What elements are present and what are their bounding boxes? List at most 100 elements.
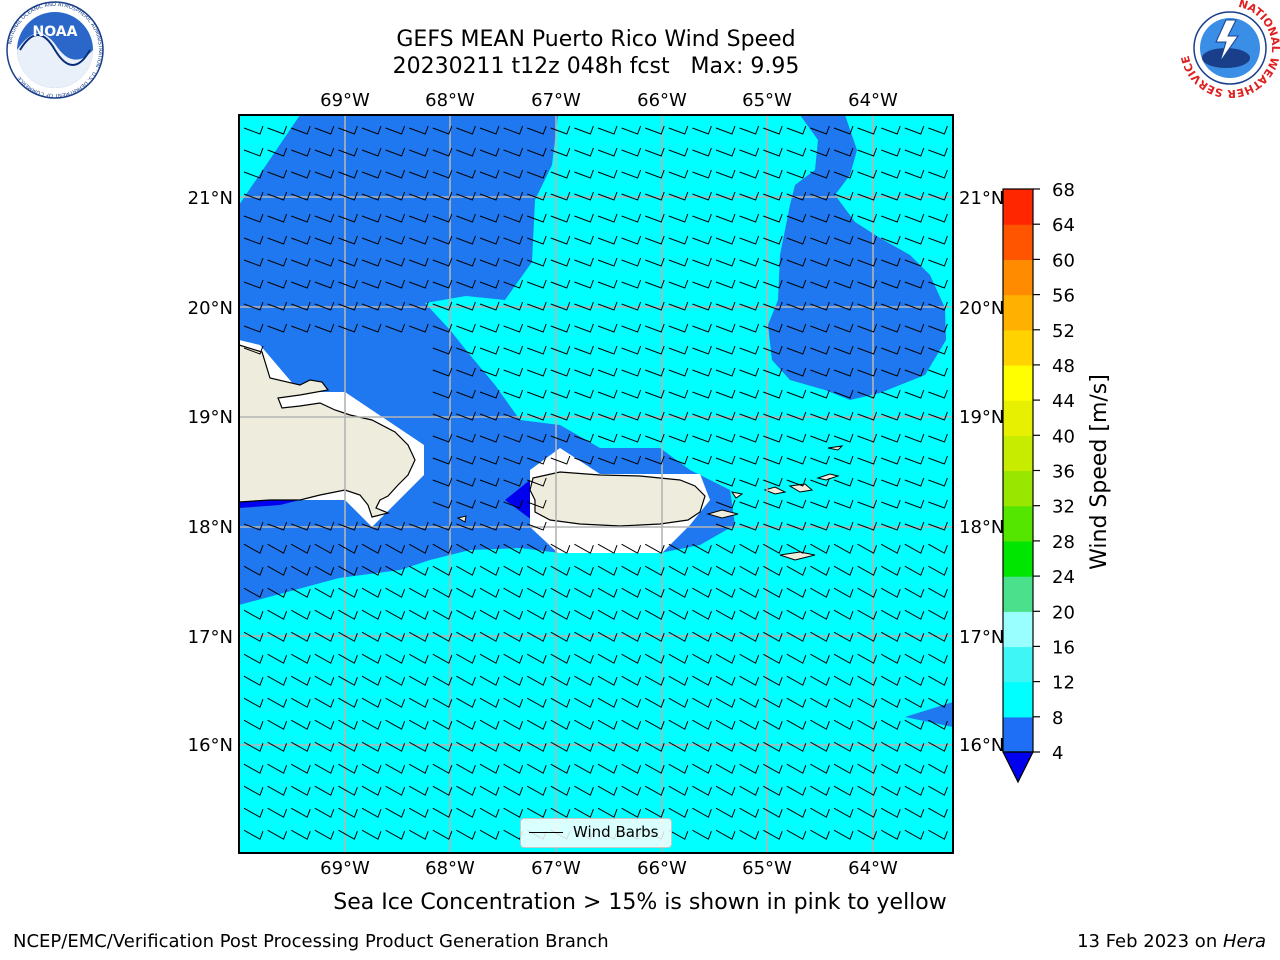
wind-barb bbox=[290, 741, 311, 752]
lon-label-top: 69°W bbox=[320, 90, 370, 111]
wind-barb bbox=[904, 741, 925, 752]
wind-barb bbox=[574, 741, 594, 752]
wind-barb bbox=[763, 257, 783, 267]
wind-barb bbox=[503, 631, 524, 642]
wind-barb bbox=[762, 763, 783, 774]
wind-barb bbox=[432, 521, 453, 531]
wind-barb bbox=[408, 609, 429, 620]
wind-barb bbox=[833, 323, 854, 333]
wind-barb bbox=[904, 521, 925, 531]
wind-barb bbox=[645, 169, 665, 179]
wind-barb bbox=[574, 807, 594, 818]
wind-barb bbox=[550, 169, 571, 179]
wind-barb bbox=[385, 257, 406, 267]
wind-barb bbox=[574, 169, 594, 179]
wind-barb bbox=[432, 191, 453, 201]
wind-barb bbox=[692, 631, 712, 642]
wind-barb bbox=[715, 433, 736, 443]
wind-barb bbox=[763, 279, 783, 289]
wind-barb bbox=[479, 807, 500, 818]
wind-barb bbox=[715, 521, 736, 531]
wind-barb bbox=[338, 609, 358, 620]
wind-barb bbox=[739, 631, 760, 642]
wind-barb bbox=[527, 499, 547, 509]
wind-barb bbox=[880, 807, 901, 818]
wind-barb bbox=[597, 543, 618, 554]
wind-barb bbox=[527, 455, 547, 465]
wind-barb bbox=[833, 587, 854, 598]
wind-barb bbox=[645, 191, 665, 201]
wind-barb bbox=[527, 235, 547, 245]
wind-barb bbox=[550, 213, 571, 223]
wind-barb bbox=[715, 169, 736, 179]
wind-barb bbox=[432, 301, 453, 311]
wind-barb bbox=[527, 279, 547, 289]
wind-barb bbox=[361, 807, 382, 818]
wind-barb bbox=[503, 675, 524, 686]
wind-barb bbox=[550, 367, 571, 377]
wind-barb bbox=[408, 543, 429, 554]
wind-barb bbox=[597, 697, 618, 708]
wind-barb bbox=[692, 653, 712, 664]
wind-barb bbox=[762, 653, 783, 664]
wind-barb bbox=[456, 543, 476, 554]
wind-barb bbox=[432, 433, 453, 443]
wind-barb bbox=[668, 763, 689, 774]
wind-barb bbox=[267, 785, 288, 796]
wind-barb bbox=[527, 169, 547, 179]
colorbar-tick-label: 64 bbox=[1052, 215, 1075, 236]
wind-barb bbox=[833, 653, 854, 664]
footer-host: Hera bbox=[1222, 931, 1266, 952]
wind-barb bbox=[456, 279, 476, 289]
wind-barb bbox=[361, 631, 382, 642]
wind-barb bbox=[432, 785, 453, 796]
wind-barb bbox=[881, 257, 901, 267]
lon-label-top: 66°W bbox=[637, 90, 687, 111]
wind-barb bbox=[597, 125, 618, 135]
wind-barb bbox=[928, 301, 948, 311]
wind-barb bbox=[361, 125, 382, 135]
wind-barb bbox=[597, 169, 618, 179]
wind-barb bbox=[810, 345, 830, 355]
wind-barb bbox=[361, 323, 382, 333]
wind-barb bbox=[739, 587, 760, 598]
wind-barb bbox=[527, 301, 547, 311]
wind-barb bbox=[928, 829, 948, 840]
wind-barb bbox=[857, 587, 878, 598]
wind-barb bbox=[881, 191, 901, 201]
wind-barb bbox=[432, 169, 453, 179]
wind-barb bbox=[290, 829, 311, 840]
wind-barb bbox=[479, 169, 500, 179]
wind-barb bbox=[456, 653, 476, 664]
wind-barb bbox=[645, 257, 665, 267]
wind-barb bbox=[715, 675, 736, 686]
wind-barb bbox=[857, 719, 878, 730]
wind-barb bbox=[810, 455, 830, 465]
wind-barb bbox=[904, 763, 925, 774]
wind-barb bbox=[314, 125, 335, 135]
wind-barb bbox=[880, 653, 901, 664]
wind-barb bbox=[526, 697, 547, 708]
wind-barb bbox=[715, 147, 736, 157]
wind-barb bbox=[243, 675, 264, 686]
wind-barb bbox=[668, 323, 689, 333]
wind-barb bbox=[762, 697, 783, 708]
wind-barb bbox=[739, 257, 760, 267]
wind-barb bbox=[833, 389, 854, 399]
wind-barb bbox=[267, 169, 288, 179]
wind-barb bbox=[739, 741, 760, 752]
wind-barb bbox=[361, 609, 382, 620]
wind-barb bbox=[338, 587, 358, 598]
wind-barb bbox=[503, 609, 524, 620]
lon-label-bottom: 64°W bbox=[848, 858, 898, 879]
wind-barb bbox=[479, 279, 500, 289]
wind-barb bbox=[503, 565, 524, 576]
wind-barb bbox=[479, 587, 500, 598]
island-mona bbox=[456, 515, 467, 523]
wind-band-4-8-east bbox=[768, 115, 946, 400]
wind-barb bbox=[314, 675, 335, 686]
wind-barb bbox=[243, 565, 264, 576]
footer-date: 13 Feb 2023 on Hera bbox=[1077, 931, 1266, 952]
wind-barb bbox=[644, 631, 665, 642]
